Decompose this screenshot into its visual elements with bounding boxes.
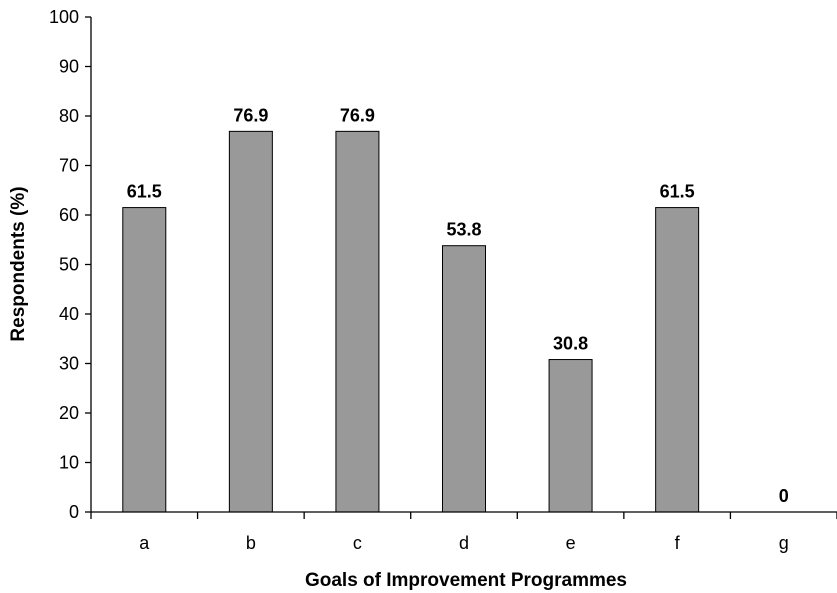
- bar-e: [548, 359, 593, 513]
- bar-c: [335, 130, 380, 513]
- y-tick-label: 60: [59, 205, 79, 225]
- data-labels-group: 61.5 76.9 76.9 53.8 30.8 61.5 0: [127, 105, 789, 506]
- x-tick-label: g: [779, 533, 789, 553]
- y-tick-label: 20: [59, 403, 79, 423]
- x-axis-title: Goals of Improvement Programmes: [305, 570, 627, 591]
- x-tick-label: b: [246, 533, 256, 553]
- x-tick-label: c: [353, 533, 362, 553]
- bar-f: [655, 207, 700, 513]
- y-tick-label: 80: [59, 106, 79, 126]
- y-axis-ticks: 0 10 20 30 40 50 60 70 80 90 100: [49, 7, 91, 522]
- y-tick-label: 70: [59, 156, 79, 176]
- data-label-a: 61.5: [127, 182, 162, 202]
- data-label-c: 76.9: [340, 105, 375, 125]
- data-label-d: 53.8: [446, 220, 481, 240]
- x-tick-label: e: [566, 533, 576, 553]
- y-tick-label: 100: [49, 7, 79, 27]
- x-tick-label: a: [139, 533, 150, 553]
- y-axis-title: Respondents (%): [8, 186, 29, 341]
- y-tick-label: 90: [59, 57, 79, 77]
- x-axis-ticks: a b c d e f g: [90, 512, 837, 553]
- data-label-b: 76.9: [233, 105, 268, 125]
- data-label-e: 30.8: [553, 334, 588, 354]
- x-tick-label: f: [675, 533, 681, 553]
- y-tick-label: 10: [59, 453, 79, 473]
- bar-a: [122, 207, 167, 513]
- bars-group: [122, 130, 700, 513]
- bar-d: [442, 245, 486, 513]
- y-tick-label: 50: [59, 255, 79, 275]
- y-tick-label: 30: [59, 354, 79, 374]
- x-tick-label: d: [459, 533, 469, 553]
- y-tick-label: 40: [59, 304, 79, 324]
- data-label-g: 0: [779, 486, 789, 506]
- data-label-f: 61.5: [660, 182, 695, 202]
- y-tick-label: 0: [69, 502, 79, 522]
- bar-b: [228, 130, 273, 513]
